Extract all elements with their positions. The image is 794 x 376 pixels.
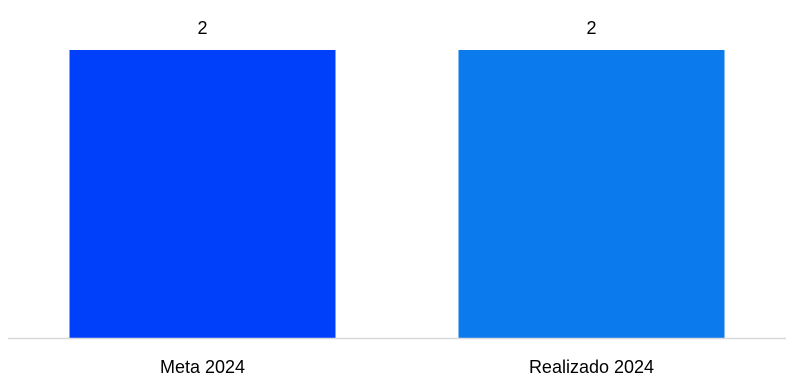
data-label-2: 2 bbox=[586, 18, 596, 38]
bar-2 bbox=[458, 50, 725, 338]
bars-layer bbox=[69, 50, 725, 338]
x-tick-label-1: Meta 2024 bbox=[160, 357, 245, 376]
bar-1 bbox=[69, 50, 336, 338]
x-tick-labels-layer: Meta 2024 Realizado 2024 bbox=[160, 357, 654, 376]
data-label-1: 2 bbox=[197, 18, 207, 38]
x-tick-label-2: Realizado 2024 bbox=[529, 357, 654, 376]
